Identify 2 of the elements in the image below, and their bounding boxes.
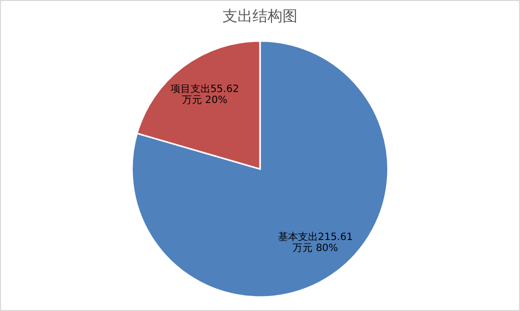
pie-slice bbox=[131, 40, 389, 298]
title: 支出结构图 bbox=[222, 7, 298, 26]
